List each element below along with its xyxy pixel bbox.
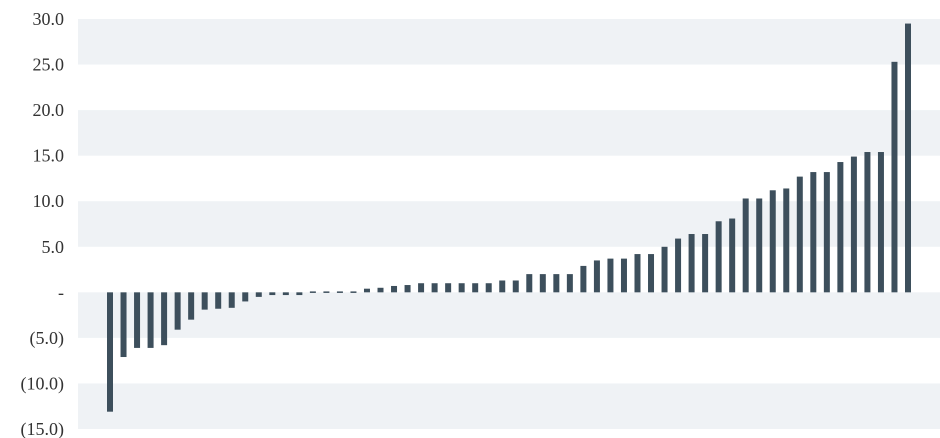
bar xyxy=(742,198,749,293)
bar xyxy=(688,234,695,293)
bar xyxy=(891,61,898,293)
y-tick-label: 30.0 xyxy=(33,9,65,29)
grid-band xyxy=(78,110,940,156)
y-tick-label: 5.0 xyxy=(42,237,65,257)
bar xyxy=(418,283,425,293)
bar xyxy=(215,292,222,309)
bar xyxy=(756,198,763,293)
bar xyxy=(120,292,127,358)
grid-band xyxy=(78,201,940,247)
bar xyxy=(404,285,411,293)
bar xyxy=(634,254,641,293)
bar xyxy=(553,274,560,293)
bar xyxy=(242,292,249,302)
y-tick-label: (10.0) xyxy=(21,373,65,394)
bar xyxy=(485,283,492,293)
bars xyxy=(107,23,911,412)
bar xyxy=(107,292,113,412)
bar xyxy=(188,292,195,320)
bar xyxy=(445,283,452,293)
bar xyxy=(783,188,790,293)
y-tick-label: - xyxy=(58,282,64,302)
y-tick-label: (15.0) xyxy=(21,419,65,438)
bar xyxy=(512,280,519,293)
bar xyxy=(526,274,533,293)
bar xyxy=(377,287,384,293)
bar xyxy=(255,292,262,297)
y-tick-label: 10.0 xyxy=(33,191,65,211)
bar xyxy=(661,246,668,293)
bar xyxy=(877,152,884,293)
y-tick-label: (5.0) xyxy=(30,328,65,349)
grid-band xyxy=(78,19,940,65)
y-tick-label: 20.0 xyxy=(33,100,65,120)
bar xyxy=(282,292,289,296)
bar xyxy=(675,238,682,293)
bar xyxy=(323,291,330,293)
bar xyxy=(823,172,830,293)
bar xyxy=(391,285,398,293)
grid-band xyxy=(78,383,940,429)
bar xyxy=(161,292,168,346)
bar xyxy=(363,288,370,293)
bar xyxy=(607,258,614,293)
bar xyxy=(864,152,871,293)
bar xyxy=(458,283,465,293)
bar xyxy=(905,23,911,293)
bar xyxy=(201,292,208,310)
y-tick-label: 15.0 xyxy=(33,146,65,166)
bar xyxy=(174,292,181,330)
bar xyxy=(269,292,276,296)
bar xyxy=(702,234,709,293)
y-axis-ticks: 30.0 25.0 20.0 15.0 10.0 5.0 - (5.0) (10.0) (15.0… xyxy=(21,9,65,438)
bar xyxy=(593,260,600,293)
bar xyxy=(620,258,627,293)
bar xyxy=(228,292,235,308)
bar xyxy=(350,291,357,293)
bar xyxy=(810,172,817,293)
bar xyxy=(472,283,479,293)
bar xyxy=(796,176,803,293)
y-tick-label: 25.0 xyxy=(33,55,65,75)
bar xyxy=(134,292,141,348)
bar xyxy=(648,254,655,293)
bar xyxy=(499,280,506,293)
bar xyxy=(769,190,776,293)
bar xyxy=(309,291,316,293)
bar xyxy=(296,292,303,296)
bar xyxy=(539,274,546,293)
bar xyxy=(837,162,844,293)
bar xyxy=(850,156,857,293)
bar xyxy=(580,265,587,293)
bar xyxy=(715,221,722,293)
bar xyxy=(431,283,438,293)
bar xyxy=(336,291,343,293)
grid-band xyxy=(78,292,940,338)
bar xyxy=(566,274,573,293)
bar xyxy=(729,218,736,293)
bar xyxy=(147,292,154,348)
background-bands xyxy=(78,19,940,429)
